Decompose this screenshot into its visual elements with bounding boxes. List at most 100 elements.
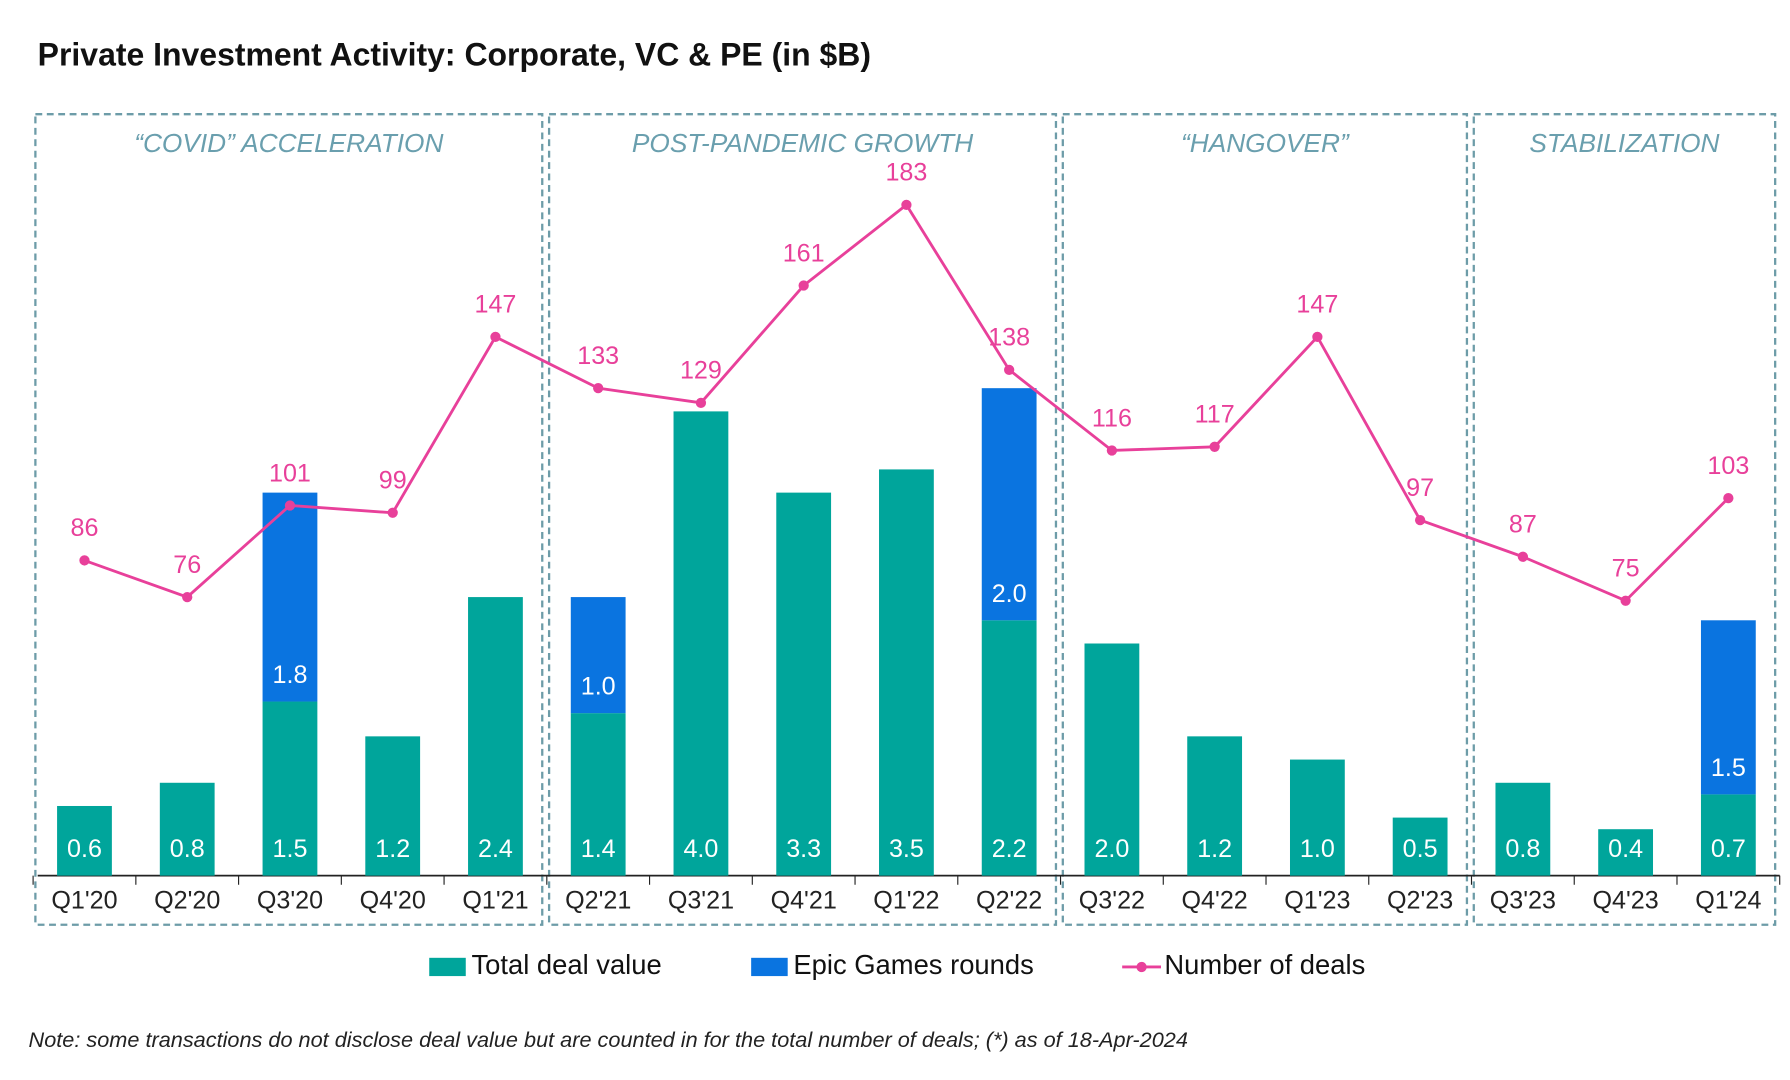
x-tick-label: Q4'23	[1593, 887, 1659, 915]
x-tick-label: Q1'23	[1284, 887, 1350, 915]
bar-value-label: 1.4	[581, 835, 616, 863]
line-value-label: 138	[988, 324, 1030, 352]
bar	[1289, 759, 1345, 876]
bar-value-label: 0.5	[1403, 835, 1438, 863]
line-value-label: 116	[1092, 404, 1132, 432]
line-point	[490, 331, 501, 342]
line-value-label: 147	[474, 291, 516, 319]
line-point	[79, 555, 90, 566]
chart-title: Private Investment Activity: Corporate, …	[38, 37, 871, 73]
bar-value-label: 1.2	[375, 835, 410, 863]
bar	[365, 736, 421, 876]
group-label: POST-PANDEMIC GROWTH	[632, 128, 973, 158]
line-value-label: 129	[680, 357, 722, 385]
line-value-label: 101	[269, 459, 311, 487]
line-value-label: 86	[71, 514, 99, 542]
line-value-label: 161	[783, 239, 825, 267]
group-box	[34, 113, 544, 926]
line-point	[1620, 595, 1631, 606]
bar	[981, 388, 1037, 621]
bar-value-label: 4.0	[683, 835, 718, 863]
bar-value-label: 1.5	[1711, 754, 1746, 782]
legend-label: Epic Games rounds	[793, 949, 1033, 980]
bar-value-label: 1.0	[581, 673, 616, 701]
legend-swatch-dot	[1136, 961, 1147, 973]
legend-swatch	[429, 957, 466, 977]
bar	[673, 411, 729, 876]
bar	[1700, 620, 1756, 795]
bar	[1084, 643, 1140, 876]
x-tick-label: Q2'22	[976, 887, 1042, 915]
bar	[262, 492, 318, 702]
group-label: STABILIZATION	[1529, 128, 1719, 158]
bar	[1700, 794, 1756, 876]
line-value-label: 87	[1509, 511, 1537, 539]
bar-value-label: 0.4	[1608, 835, 1643, 863]
group-box	[1061, 113, 1469, 926]
bar	[776, 492, 832, 876]
bar-value-label: 3.3	[786, 835, 821, 863]
bar	[159, 782, 215, 876]
line-point	[182, 591, 193, 603]
group-label: “COVID” ACCELERATION	[134, 128, 443, 158]
line-value-label: 75	[1612, 555, 1640, 583]
x-tick-label: Q4'22	[1182, 887, 1248, 915]
legend-swatch	[751, 957, 788, 977]
line-value-label: 97	[1406, 474, 1434, 502]
line-point	[1209, 441, 1220, 452]
x-tick-label: Q2'21	[565, 887, 631, 915]
line-value-label: 117	[1195, 401, 1235, 429]
line-point	[593, 383, 604, 394]
bar	[1392, 817, 1448, 876]
x-tick-label: Q4'20	[360, 887, 426, 915]
chart-note: Note: some transactions do not disclose …	[29, 1027, 1188, 1052]
group-box	[547, 113, 1058, 926]
x-tick-label: Q1'22	[873, 887, 939, 915]
line-value-label: 147	[1296, 291, 1338, 319]
group-box	[1472, 113, 1777, 926]
line-value-label: 183	[885, 159, 927, 187]
bar	[570, 713, 626, 876]
bar-value-label: 0.6	[67, 835, 102, 863]
bar-value-label: 1.5	[273, 835, 308, 863]
x-tick-label: Q3'20	[257, 887, 323, 915]
bar-value-label: 2.2	[992, 835, 1027, 863]
x-tick-label: Q3'22	[1079, 887, 1145, 915]
x-tick-label: Q1'24	[1695, 887, 1761, 915]
line-point	[1004, 364, 1015, 375]
group-label: “HANGOVER”	[1181, 128, 1350, 158]
x-tick-label: Q1'20	[51, 887, 117, 915]
x-tick-label: Q2'23	[1387, 887, 1453, 915]
bar-value-label: 2.0	[1094, 835, 1129, 863]
bar	[981, 620, 1037, 876]
bar-value-label: 2.4	[478, 835, 513, 863]
line-point	[387, 507, 398, 518]
bar-value-label: 1.2	[1197, 835, 1232, 863]
bar-value-label: 1.0	[1300, 835, 1335, 863]
line-point	[1414, 514, 1426, 526]
line-value-label: 76	[173, 551, 201, 579]
line-point	[1312, 331, 1323, 342]
bar	[262, 701, 318, 876]
bar	[468, 597, 523, 876]
line-value-label: 133	[577, 342, 619, 370]
x-tick-label: Q3'23	[1490, 887, 1556, 915]
bar	[1187, 736, 1243, 876]
x-tick-label: Q4'21	[771, 887, 837, 915]
bar-value-label: 2.0	[992, 580, 1027, 608]
line-point	[1517, 551, 1529, 562]
x-tick-label: Q2'20	[154, 887, 220, 915]
bar-value-label: 0.7	[1711, 835, 1746, 863]
bar-value-label: 1.8	[273, 661, 308, 689]
bar-value-label: 3.5	[889, 835, 924, 863]
line-point	[798, 280, 809, 291]
bar	[1495, 782, 1551, 876]
bar	[879, 469, 934, 876]
line-point	[901, 199, 912, 211]
legend-label: Total deal value	[471, 949, 661, 980]
x-tick-label: Q1'21	[462, 887, 528, 915]
line-point	[695, 397, 707, 408]
x-tick-label: Q3'21	[668, 887, 734, 915]
